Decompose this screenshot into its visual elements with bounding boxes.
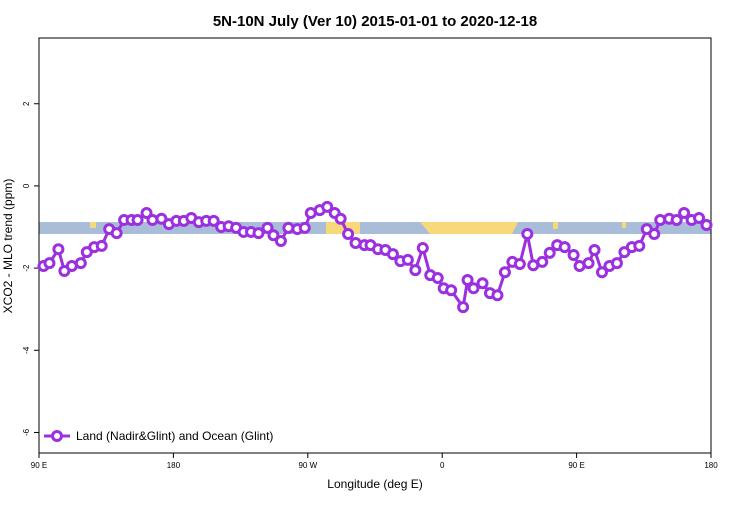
data-point — [274, 234, 287, 247]
data-point — [252, 227, 265, 240]
y-tick-label: 0 — [22, 183, 31, 188]
data-point — [321, 200, 334, 213]
land-patch — [553, 222, 558, 229]
x-axis-label: Longitude (deg E) — [327, 477, 422, 491]
land-patch — [90, 222, 96, 228]
data-point — [476, 277, 489, 290]
land-patch — [420, 222, 518, 234]
data-point — [588, 244, 601, 257]
data-point — [52, 243, 65, 256]
data-point — [513, 257, 526, 270]
data-point — [401, 253, 414, 266]
data-point — [467, 282, 480, 295]
data-point — [491, 289, 504, 302]
data-point — [648, 227, 661, 240]
data-point — [431, 271, 444, 284]
data-point — [567, 248, 580, 261]
x-tick-label: 90 E — [568, 461, 584, 470]
data-point — [110, 227, 123, 240]
data-point — [334, 212, 347, 225]
data-point — [543, 246, 556, 259]
data-point — [678, 207, 691, 220]
data-point — [498, 266, 511, 279]
data-point — [386, 248, 399, 261]
data-point — [536, 255, 549, 268]
data-point — [95, 239, 108, 252]
data-point — [43, 257, 56, 270]
data-point — [416, 241, 429, 254]
data-point — [342, 227, 355, 240]
data-point — [261, 221, 274, 234]
data-point — [558, 241, 571, 254]
data-point — [207, 214, 220, 227]
data-point — [74, 257, 87, 270]
y-axis-label: XCO2 - MLO trend (ppm) — [1, 179, 15, 314]
y-tick-label: 2 — [22, 101, 31, 106]
data-point — [670, 214, 683, 227]
land-patch — [622, 222, 626, 228]
legend-marker — [51, 430, 63, 442]
data-point — [409, 264, 422, 277]
y-tick-label: -4 — [22, 346, 31, 354]
data-point — [155, 212, 168, 225]
x-tick-label: 180 — [704, 461, 718, 470]
data-point — [633, 239, 646, 252]
data-point — [461, 274, 474, 287]
x-tick-label: 90 W — [298, 461, 317, 470]
data-point — [298, 221, 311, 234]
data-point — [700, 218, 713, 231]
data-point — [693, 211, 706, 224]
legend-label: Land (Nadir&Glint) and Ocean (Glint) — [76, 429, 273, 443]
data-point — [457, 301, 470, 314]
data-point — [131, 214, 144, 227]
x-tick-label: 90 E — [31, 461, 47, 470]
data-point — [267, 229, 280, 242]
x-tick-label: 180 — [167, 461, 181, 470]
data-point — [521, 227, 534, 240]
data-point — [610, 257, 623, 270]
chart-title: 5N-10N July (Ver 10) 2015-01-01 to 2020-… — [213, 13, 537, 30]
y-tick-label: -2 — [22, 264, 31, 272]
data-point — [595, 266, 608, 279]
data-point — [140, 207, 153, 220]
y-tick-label: -6 — [22, 428, 31, 436]
data-point — [445, 284, 458, 297]
x-tick-label: 0 — [440, 461, 445, 470]
legend: Land (Nadir&Glint) and Ocean (Glint) — [44, 429, 273, 443]
plot-frame — [38, 37, 712, 454]
data-point — [582, 257, 595, 270]
